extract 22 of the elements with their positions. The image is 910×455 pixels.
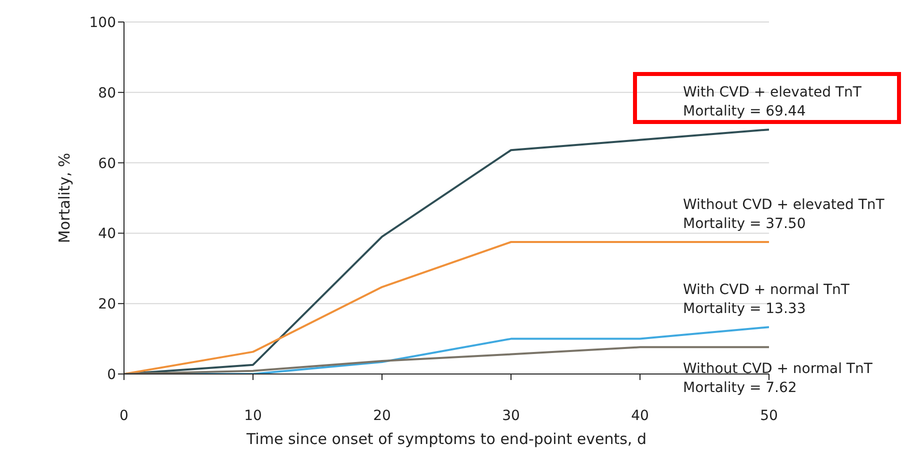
- annotation: Mortality = 13.33: [683, 301, 806, 318]
- y-tick-label: 100: [89, 14, 116, 31]
- text: Without CVD + elevated TnT: [683, 197, 885, 213]
- text: Mortality = 7.62: [683, 380, 797, 396]
- x-axis-title: Time since onset of symptoms to end-point events, d: [245, 430, 647, 448]
- x-tick-label: 50: [760, 408, 778, 424]
- y-tick-label: 20: [98, 296, 116, 313]
- x-tick-label: 40: [631, 408, 649, 424]
- annotation: Mortality = 69.44: [683, 104, 806, 120]
- series-label: Without CVD + normal TnT: [683, 361, 873, 378]
- y-tick-label: 60: [98, 156, 116, 172]
- y-tick-label: 40: [98, 226, 116, 242]
- y-axis-title: Mortality, %: [55, 152, 74, 244]
- text: With CVD + normal TnT: [683, 282, 850, 298]
- y-tick-label: 80: [98, 85, 116, 102]
- annotation: Mortality = 37.50: [683, 216, 806, 232]
- text: With CVD + elevated TnT: [683, 84, 862, 101]
- x-tick-label: 0: [120, 408, 128, 424]
- y-tick-label: 0: [107, 366, 116, 383]
- x-tick-label: 30: [502, 408, 520, 424]
- x-tick-label: 10: [244, 408, 262, 424]
- x-tick-label: 20: [373, 408, 391, 424]
